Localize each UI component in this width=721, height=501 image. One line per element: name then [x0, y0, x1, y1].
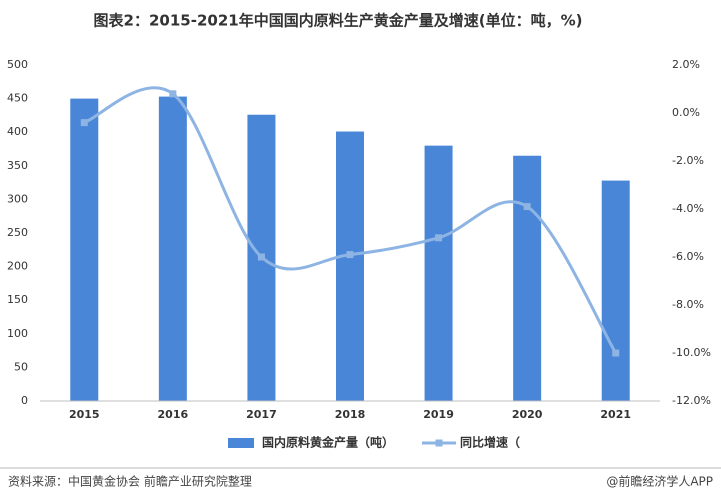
y-tick-label: 0 — [21, 394, 28, 407]
y-tick-label: 450 — [7, 92, 28, 105]
line-marker — [435, 234, 443, 242]
credit: @前瞻经济学人APP — [606, 474, 713, 489]
y-tick-label: 100 — [7, 327, 28, 340]
y2-tick-label: 0.0% — [672, 106, 700, 119]
bar — [601, 180, 630, 401]
y2-tick-label: 2.0% — [672, 58, 700, 71]
line-marker — [523, 203, 531, 211]
bar — [424, 145, 453, 401]
line-marker — [80, 119, 88, 127]
y2-tick-label: -12.0% — [672, 394, 711, 407]
y2-tick-label: -6.0% — [672, 250, 704, 263]
x-tick-label: 2017 — [246, 408, 277, 421]
line-marker — [612, 349, 620, 357]
legend-label: 国内原料黄金产量（吨） — [262, 435, 394, 450]
line-marker — [169, 90, 177, 98]
y2-tick-label: -2.0% — [672, 154, 704, 167]
y-tick-label: 500 — [7, 58, 28, 71]
y2-tick-label: -8.0% — [672, 298, 704, 311]
source: 资料来源：中国黄金协会 前瞻产业研究院整理 — [8, 474, 252, 489]
x-tick-label: 2018 — [335, 408, 366, 421]
x-tick-label: 2019 — [423, 408, 454, 421]
bar — [158, 96, 187, 402]
y-tick-label: 150 — [7, 293, 28, 306]
bar — [70, 98, 99, 401]
chart-title: 图表2：2015-2021年中国国内原料生产黄金产量及增速(单位：吨，%) — [94, 12, 583, 30]
legend-swatch — [228, 438, 254, 448]
bar — [513, 155, 542, 401]
y-tick-label: 400 — [7, 125, 28, 138]
y-tick-label: 250 — [7, 226, 28, 239]
y2-tick-label: -10.0% — [672, 346, 711, 359]
y-tick-label: 50 — [14, 360, 28, 373]
y-tick-label: 350 — [7, 159, 28, 172]
y-tick-label: 200 — [7, 260, 28, 273]
x-tick-label: 2015 — [69, 408, 100, 421]
x-tick-label: 2020 — [512, 408, 543, 421]
line-marker — [257, 253, 265, 261]
bar — [336, 131, 364, 401]
y2-tick-label: -4.0% — [672, 202, 704, 215]
legend-label: 同比增速（ — [460, 435, 520, 450]
legend-swatch-marker — [435, 439, 443, 447]
y-tick-label: 300 — [7, 192, 28, 205]
x-tick-label: 2016 — [158, 408, 189, 421]
line-marker — [346, 251, 354, 259]
x-tick-label: 2021 — [600, 408, 631, 421]
